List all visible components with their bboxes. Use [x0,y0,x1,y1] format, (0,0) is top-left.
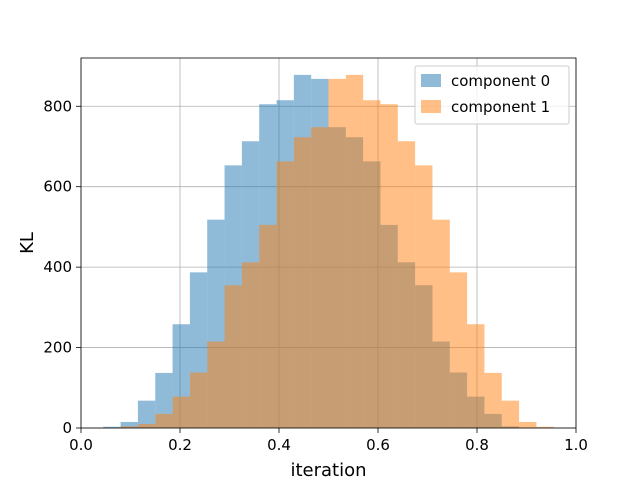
histogram-bar-component-1 [501,400,520,428]
histogram-bar-component-1 [519,421,537,428]
y-tick-label: 800 [43,97,72,115]
histogram-bar-component-1 [415,165,433,428]
y-axis-ticks: 0 200 400 600 800 [43,97,81,437]
x-tick-label: 0.0 [69,436,93,454]
y-tick-label: 200 [43,339,72,357]
histogram-bar-component-1 [241,262,260,428]
x-tick-label: 1.0 [564,436,588,454]
y-tick-label: 400 [43,258,72,276]
histogram-bar-component-1 [189,372,208,428]
histogram-bar-component-1 [224,285,242,428]
histogram-bar-component-1 [207,341,225,428]
y-axis-label: KL [17,232,38,254]
x-tick-label: 0.6 [366,436,390,454]
histogram-bar-component-1 [449,272,468,428]
histogram-bar-component-1 [380,104,398,428]
histogram-bar-component-0 [103,426,121,428]
x-axis-ticks: 0.0 0.2 0.4 0.6 0.8 1.0 [69,428,588,454]
histogram-bar-component-1 [276,161,294,428]
histogram-bar-component-0 [120,421,138,428]
histogram-bar-component-1 [536,426,554,428]
histogram-bar-component-1 [120,426,138,428]
histogram-bar-component-1 [259,224,277,428]
x-tick-label: 0.4 [267,436,291,454]
x-axis-label: iteration [290,460,366,480]
plot-frame [80,57,577,429]
legend-swatch-component-0 [421,74,441,87]
legend-swatch-component-1 [421,100,441,113]
histogram-bars [103,74,554,429]
legend: component 0 component 1 [414,65,570,125]
histogram-bar-component-1 [311,127,329,428]
histogram-bar-component-1 [397,141,416,428]
y-tick-label: 0 [62,419,72,437]
histogram-bar-component-1 [293,137,312,428]
x-tick-label: 0.8 [465,436,489,454]
histogram-bar-component-0 [137,400,156,428]
y-tick-label: 600 [43,178,72,196]
histogram-bar-component-1 [137,423,156,428]
histogram-bar-component-1 [155,413,173,428]
histogram-bar-component-1 [345,74,364,429]
legend-label-component-1: component 1 [451,98,550,116]
histogram-bar-component-1 [467,324,485,428]
histogram-bar-component-1 [432,219,450,428]
histogram-bar-component-1 [172,396,190,428]
legend-label-component-0: component 0 [451,72,550,90]
legend-box [414,65,570,125]
histogram-bar-component-1 [484,372,502,428]
histogram-bar-component-1 [363,100,381,428]
histogram-bar-component-1 [328,78,346,429]
x-tick-label: 0.2 [168,436,192,454]
